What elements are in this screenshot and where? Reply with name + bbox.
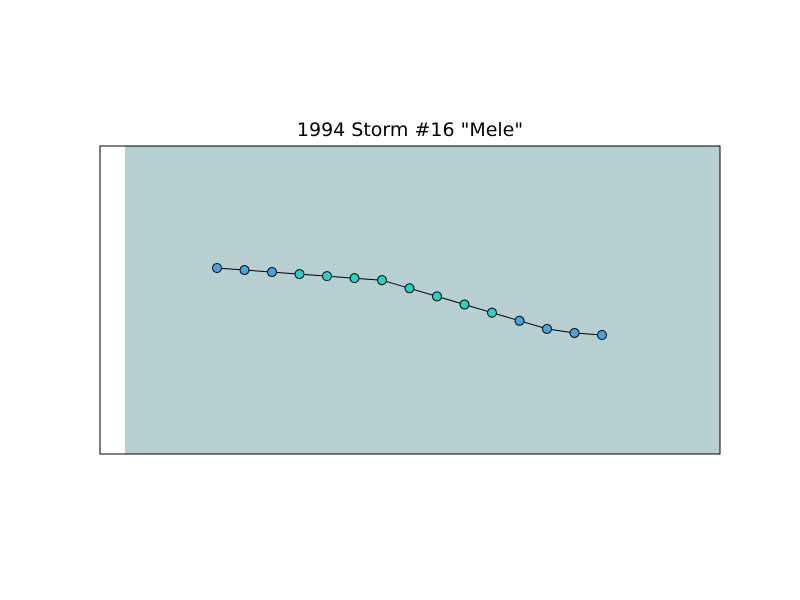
track-point (487, 307, 497, 318)
plot-frame (99, 145, 721, 455)
track-point (597, 330, 607, 340)
track-point (239, 265, 250, 276)
track-point (267, 267, 277, 278)
track-point (212, 263, 222, 273)
track-point (514, 315, 525, 326)
track-point (404, 283, 415, 294)
land-strip (100, 146, 125, 454)
track-point (294, 269, 305, 280)
track-point (542, 323, 552, 334)
track-markers (212, 263, 607, 340)
track-point (432, 291, 442, 302)
ocean-area (125, 146, 720, 454)
track-point (459, 299, 470, 310)
track-point (322, 271, 332, 282)
track-point (569, 327, 580, 338)
chart-title: 1994 Storm #16 "Mele" (296, 119, 524, 141)
track-point (377, 275, 387, 286)
track-point (349, 273, 360, 284)
